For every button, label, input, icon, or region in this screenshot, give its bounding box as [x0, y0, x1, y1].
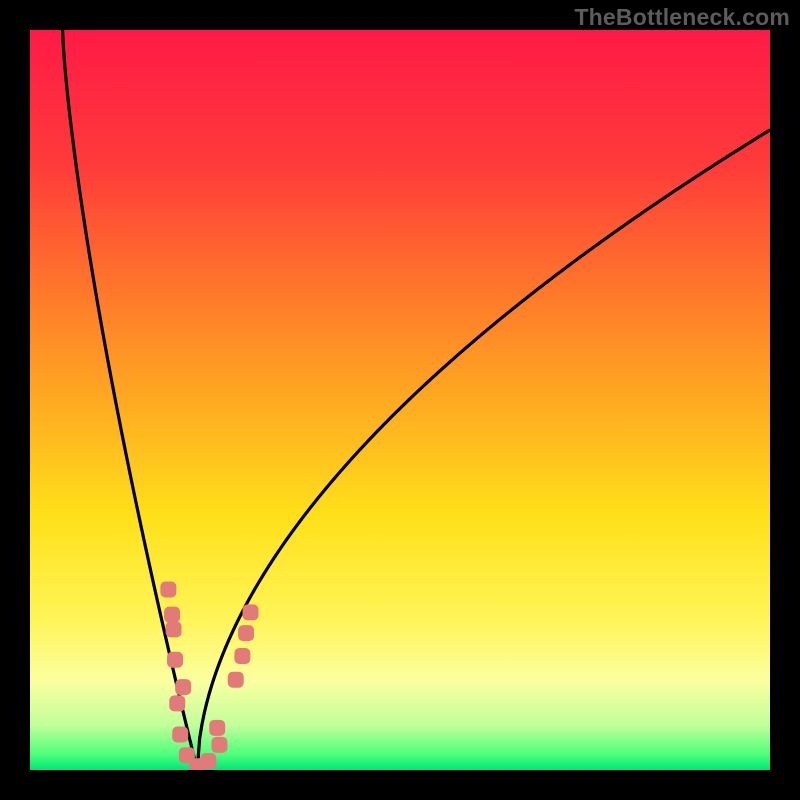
data-point [228, 672, 244, 688]
data-point [160, 581, 176, 597]
data-point [169, 695, 185, 711]
data-point [238, 625, 254, 641]
data-point [234, 648, 250, 664]
data-point [209, 720, 225, 736]
data-point [211, 737, 227, 753]
data-point [172, 726, 188, 742]
data-point [166, 621, 182, 637]
data-point [200, 753, 216, 769]
bottleneck-chart [0, 0, 800, 800]
data-point [167, 652, 183, 668]
plot-background [30, 30, 770, 770]
data-point [243, 604, 259, 620]
watermark-text: TheBottleneck.com [574, 4, 790, 31]
data-point [175, 679, 191, 695]
data-point [164, 607, 180, 623]
